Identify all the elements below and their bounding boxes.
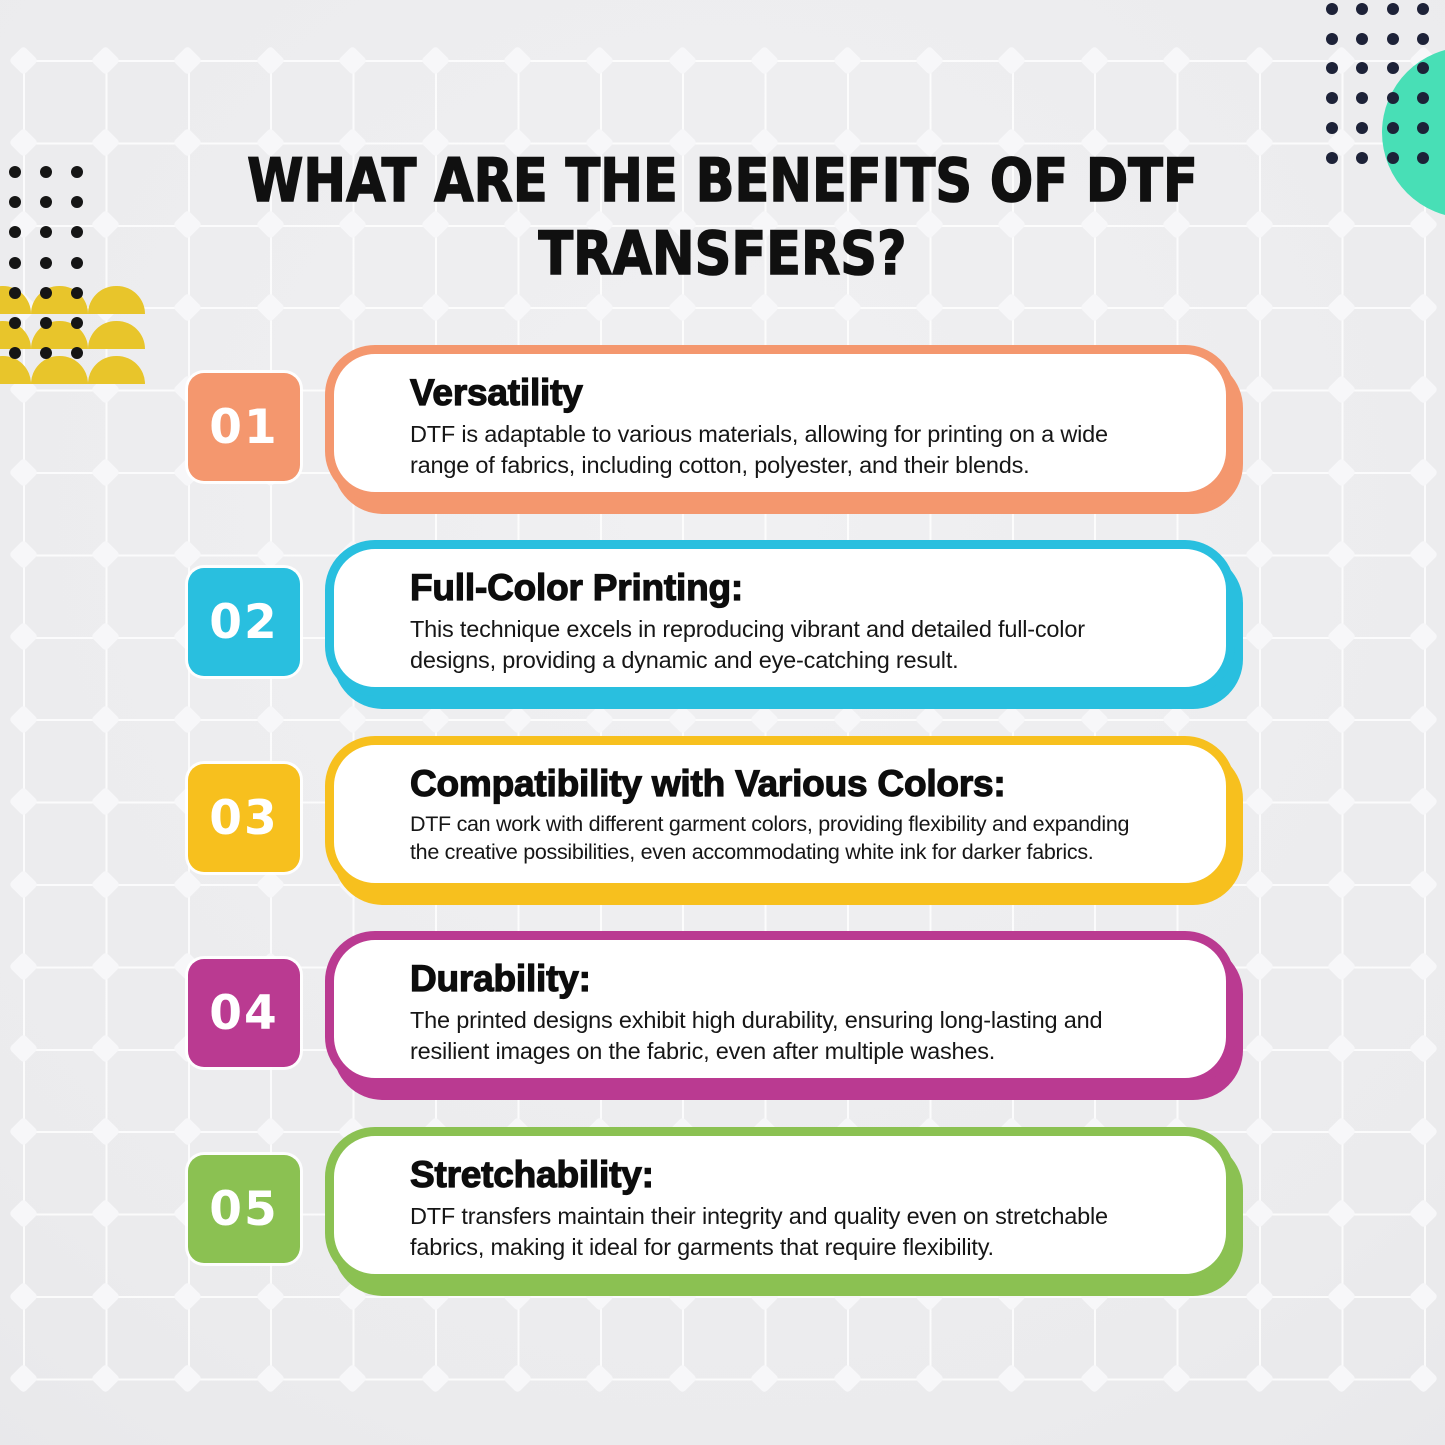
benefit-card: Compatibility with Various Colors: DTF c… xyxy=(325,736,1235,892)
dot-grid-topright-dot xyxy=(1356,121,1369,134)
dot-grid-left-dot xyxy=(9,256,21,269)
benefit-description: DTF is adaptable to various materials, a… xyxy=(410,420,1108,478)
dot-grid-topright-dot xyxy=(1326,62,1338,75)
benefit-row: 03 Compatibility with Various Colors: DT… xyxy=(0,736,1445,932)
dot-grid-left-dot xyxy=(9,347,21,360)
benefit-description: This technique excels in reproducing vib… xyxy=(410,615,1085,673)
dot-grid-topright-dot xyxy=(1326,121,1338,134)
dot-grid-topright-dot xyxy=(1326,32,1338,45)
dot-grid-topright-dot xyxy=(1386,151,1399,164)
title-line-1: WHAT ARE THE BENEFITS OF DTF xyxy=(247,145,1199,217)
dot-grid-left-dot xyxy=(40,256,52,269)
benefit-card: Durability: The printed designs exhibit … xyxy=(325,931,1235,1087)
dot-grid-topright-dot xyxy=(1386,32,1399,45)
benefit-description: The printed designs exhibit high durabil… xyxy=(410,1006,1103,1064)
benefit-row: 02 Full-Color Printing: This technique e… xyxy=(0,540,1445,736)
dot-grid-topright-dot xyxy=(1356,3,1369,15)
dot-grid-left-dot xyxy=(71,347,83,360)
dot-grid-left-dot xyxy=(40,196,52,209)
item-number: 03 xyxy=(209,790,279,846)
item-number-badge: 01 xyxy=(188,373,300,481)
dot-grid-left-dot xyxy=(40,166,52,178)
dot-grid-left-dot xyxy=(40,347,52,360)
dot-grid-topright-dot xyxy=(1356,32,1369,45)
dot-grid-topright-dot xyxy=(1416,3,1429,15)
benefit-heading: Full-Color Printing: xyxy=(409,566,744,608)
dot-grid-topright-dot xyxy=(1386,3,1399,15)
dot-grid-topright-dot xyxy=(1356,151,1369,164)
item-number-badge: 04 xyxy=(188,959,300,1067)
dot-grid-topright-dot xyxy=(1416,151,1429,164)
item-number: 02 xyxy=(209,594,279,650)
benefit-row: 01 Versatility DTF is adaptable to vario… xyxy=(0,345,1445,541)
infographic-title: WHAT ARE THE BENEFITS OF DTF TRANSFERS? xyxy=(108,145,1336,291)
benefit-row: 04 Durability: The printed designs exhib… xyxy=(0,931,1445,1127)
dot-grid-topright-dot xyxy=(1356,92,1369,105)
dot-grid-topright-dot xyxy=(1326,151,1338,164)
item-number-badge: 05 xyxy=(188,1155,300,1263)
benefit-heading: Versatility xyxy=(409,371,583,413)
dot-grid-topright-dot xyxy=(1416,92,1429,105)
dot-grid-topright-dot xyxy=(1326,92,1338,105)
benefit-card: Versatility DTF is adaptable to various … xyxy=(325,345,1235,501)
benefit-card: Stretchability: DTF transfers maintain t… xyxy=(325,1127,1235,1283)
item-number-badge: 02 xyxy=(188,568,300,676)
dot-grid-left-dot xyxy=(71,317,83,329)
benefit-description: DTF transfers maintain their integrity a… xyxy=(410,1202,1108,1260)
item-number-badge: 03 xyxy=(188,764,300,872)
dot-grid-left-dot xyxy=(9,196,21,209)
dot-grid-left-dot xyxy=(71,166,83,178)
title-line-2: TRANSFERS? xyxy=(538,218,907,290)
dot-grid-left-dot xyxy=(9,317,21,329)
dot-grid-topright-dot xyxy=(1326,3,1338,15)
dot-grid-left-dot xyxy=(9,226,21,239)
item-number: 01 xyxy=(209,399,279,455)
dot-grid-topright-dot xyxy=(1416,121,1429,134)
benefit-card: Full-Color Printing: This technique exce… xyxy=(325,540,1235,696)
dot-grid-topright-dot xyxy=(1416,32,1429,45)
dot-grid-left-dot xyxy=(71,226,83,239)
benefit-description: DTF can work with different garment colo… xyxy=(410,811,1130,864)
dot-grid-topright-dot xyxy=(1416,62,1429,75)
dot-grid-left-dot xyxy=(71,256,83,269)
benefit-heading: Compatibility with Various Colors: xyxy=(409,762,1006,804)
dot-grid-topright-dot xyxy=(1386,121,1399,134)
dot-grid-left-dot xyxy=(40,286,52,299)
dot-grid-topright-dot xyxy=(1356,62,1369,75)
dot-grid-topright-dot xyxy=(1386,62,1399,75)
dot-grid-topright-dot xyxy=(1386,92,1399,105)
dot-grid-left-dot xyxy=(40,317,52,329)
dot-grid-left-dot xyxy=(9,286,21,299)
dot-grid-left-dot xyxy=(40,226,52,239)
dot-grid-left-dot xyxy=(9,166,21,178)
benefit-heading: Stretchability: xyxy=(409,1153,654,1195)
item-number: 04 xyxy=(209,985,279,1041)
dot-grid-left-dot xyxy=(71,196,83,209)
dot-grid-left-dot xyxy=(71,286,83,299)
benefit-heading: Durability: xyxy=(409,957,591,999)
item-number: 05 xyxy=(209,1181,279,1237)
benefit-row: 05 Stretchability: DTF transfers maintai… xyxy=(0,1127,1445,1323)
